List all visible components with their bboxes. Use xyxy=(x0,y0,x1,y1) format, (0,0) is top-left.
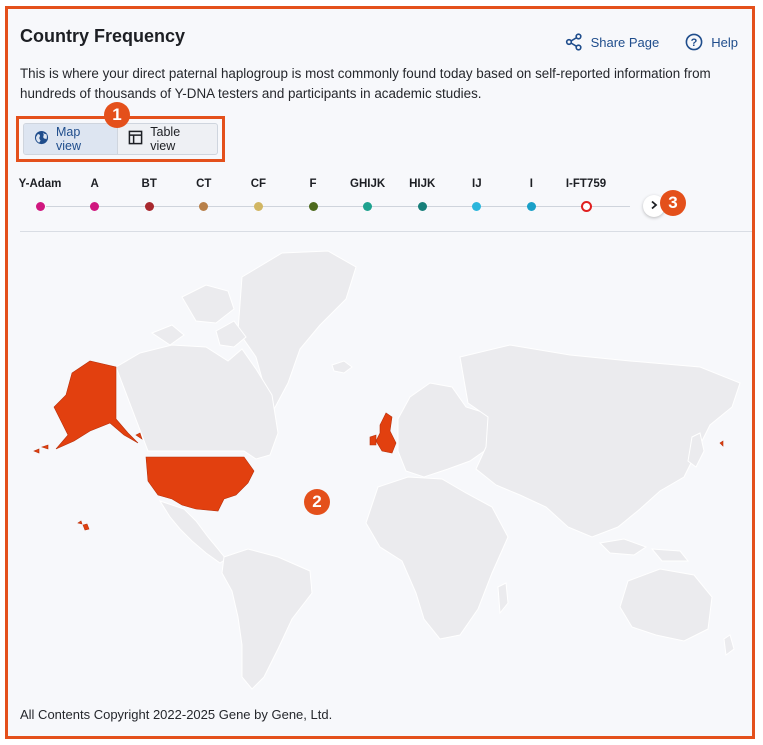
map-view-label: Map view xyxy=(56,125,82,153)
map-region-greenland[interactable] xyxy=(237,250,357,415)
description-text: This is where your direct paternal haplo… xyxy=(20,66,711,101)
map-region-usa[interactable] xyxy=(145,456,255,512)
table-icon xyxy=(128,130,143,148)
map-region-arctic-islands[interactable] xyxy=(150,284,247,348)
timeline-node[interactable]: A xyxy=(65,175,125,211)
panel-title: Country Frequency xyxy=(20,26,186,46)
map-region-africa[interactable] xyxy=(365,476,509,640)
share-icon xyxy=(565,33,583,51)
copyright-footer: All Contents Copyright 2022-2025 Gene by… xyxy=(20,707,333,722)
timeline-node-label: I-FT759 xyxy=(565,178,607,190)
timeline-dot xyxy=(35,202,45,211)
map-region-new-zealand[interactable] xyxy=(723,634,735,656)
timeline-node[interactable]: I-FT759 xyxy=(556,175,616,212)
timeline-node-label: CF xyxy=(250,178,267,190)
timeline-node-label: I xyxy=(529,178,533,190)
haplogroup-timeline: Y-Adam A BT CT CF F GHIJK HIJK IJ I I-FT759 xyxy=(19,175,670,225)
timeline-node[interactable]: GHIJK xyxy=(338,175,398,211)
timeline-node-label: F xyxy=(309,178,317,190)
timeline-next-button[interactable] xyxy=(643,195,665,217)
timeline-node-label: IJ xyxy=(472,178,482,190)
timeline-track xyxy=(46,206,630,207)
current-haplogroup-dot xyxy=(580,201,592,212)
country-frequency-panel: Country Frequency Share Page ? xyxy=(5,6,755,739)
timeline-dot xyxy=(363,202,373,211)
section-divider xyxy=(20,231,752,232)
timeline-node-label: GHIJK xyxy=(350,178,386,190)
map-region-southeast-asia[interactable] xyxy=(598,538,690,562)
map-region-japan[interactable] xyxy=(687,432,705,468)
timeline-node[interactable]: IJ xyxy=(447,175,507,211)
help-label: Help xyxy=(711,34,738,50)
map-region-australia[interactable] xyxy=(619,568,713,642)
globe-icon xyxy=(34,130,49,148)
timeline-dot xyxy=(253,202,263,211)
callout-badge-1: 1 xyxy=(104,102,130,128)
map-region-aleutians[interactable] xyxy=(33,432,143,454)
share-page-label: Share Page xyxy=(590,34,660,50)
timeline-dot xyxy=(308,202,318,211)
timeline-node-label: BT xyxy=(141,178,157,190)
timeline-node[interactable]: BT xyxy=(119,175,179,211)
help-icon: ? xyxy=(685,33,703,51)
map-region-asia[interactable] xyxy=(459,344,741,538)
timeline-node[interactable]: Y-Adam xyxy=(10,175,70,211)
timeline-node[interactable]: CT xyxy=(174,175,234,211)
timeline-node-label: CT xyxy=(196,178,212,190)
timeline-node[interactable]: I xyxy=(501,175,561,211)
map-region-united-kingdom[interactable] xyxy=(369,412,397,454)
map-region-guam[interactable] xyxy=(719,440,724,447)
table-view-button[interactable]: Table view xyxy=(118,124,217,154)
timeline-node-label: Y-Adam xyxy=(18,178,62,190)
timeline-dot xyxy=(472,202,482,211)
header-actions: Share Page ? Help xyxy=(565,33,738,51)
timeline-node[interactable]: F xyxy=(283,175,343,211)
timeline-node[interactable]: HIJK xyxy=(392,175,452,211)
timeline-dot xyxy=(417,202,427,211)
timeline-node-label: A xyxy=(90,178,99,190)
svg-text:?: ? xyxy=(691,37,698,49)
help-button[interactable]: ? Help xyxy=(685,33,738,51)
timeline-node[interactable]: CF xyxy=(228,175,288,211)
timeline-dot xyxy=(144,202,154,211)
map-region-madagascar[interactable] xyxy=(497,582,509,615)
map-region-canada[interactable] xyxy=(115,344,279,460)
table-view-label: Table view xyxy=(150,125,181,153)
timeline-dot xyxy=(526,202,536,211)
map-region-iceland[interactable] xyxy=(331,360,353,374)
world-map[interactable] xyxy=(20,237,746,697)
timeline-node-label: HIJK xyxy=(409,178,436,190)
callout-badge-3: 3 xyxy=(660,190,686,216)
callout-badge-2: 2 xyxy=(304,489,330,515)
map-view-button[interactable]: Map view xyxy=(24,124,119,154)
map-region-hawaii[interactable] xyxy=(77,520,90,531)
timeline-dot xyxy=(199,202,209,211)
map-region-south-america[interactable] xyxy=(221,548,313,690)
share-page-button[interactable]: Share Page xyxy=(565,33,660,51)
chevron-right-icon xyxy=(649,197,659,215)
map-region-alaska[interactable] xyxy=(53,360,139,450)
timeline-dot xyxy=(90,202,100,211)
